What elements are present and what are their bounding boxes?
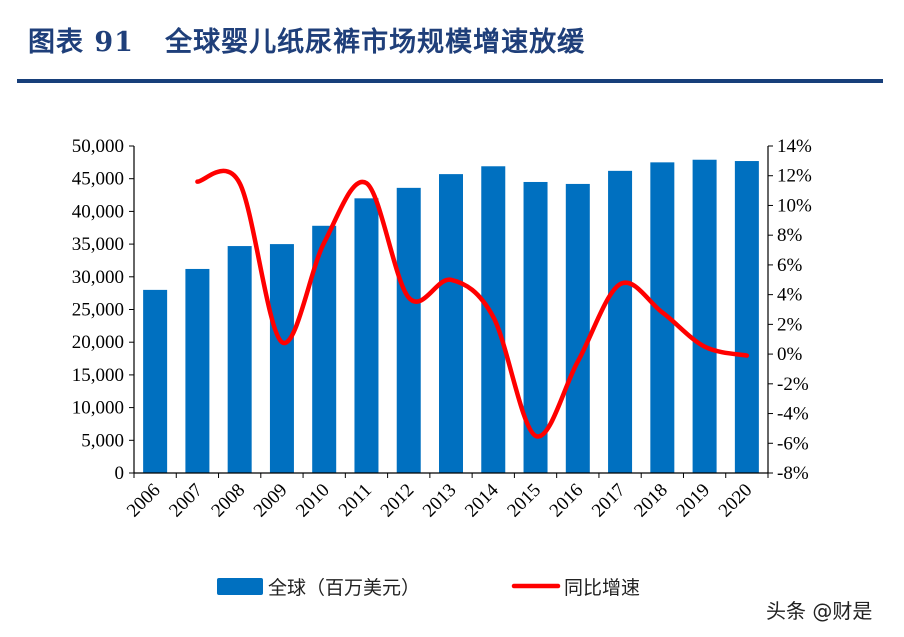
x-tick-label: 2008 — [207, 480, 249, 522]
left-tick-label: 45,000 — [72, 169, 124, 190]
bar-2011 — [354, 198, 379, 473]
x-tick-label: 2011 — [335, 480, 376, 521]
bar-2009 — [269, 244, 294, 473]
right-tick-label: 12% — [777, 166, 812, 187]
right-tick-label: -4% — [777, 404, 809, 425]
right-tick-label: 2% — [777, 314, 803, 335]
x-tick-label: 2007 — [165, 480, 207, 522]
right-tick-label: -6% — [777, 433, 809, 454]
x-tick-label: 2014 — [461, 479, 503, 521]
x-tick-label: 2017 — [588, 480, 630, 522]
bar-2007 — [185, 268, 210, 473]
x-tick-label: 2013 — [419, 480, 461, 522]
x-tick-label: 2012 — [377, 480, 419, 522]
right-tick-label: 4% — [777, 285, 803, 306]
bar-2013 — [439, 174, 463, 473]
x-tick-label: 2016 — [546, 480, 588, 522]
bar-2008 — [227, 246, 252, 473]
right-tick-label: 14% — [777, 136, 812, 157]
left-tick-label: 40,000 — [72, 201, 124, 222]
legend-bar-swatch — [217, 578, 263, 595]
x-tick-label: 2009 — [250, 480, 292, 522]
left-tick-label: 5,000 — [81, 430, 124, 451]
x-tick-label: 2010 — [292, 480, 334, 522]
left-tick-label: 10,000 — [72, 398, 124, 419]
legend-line-label: 同比增速 — [564, 577, 640, 599]
right-tick-label: -2% — [777, 374, 809, 395]
bar-2006 — [143, 289, 168, 473]
bar-2019 — [692, 159, 717, 473]
watermark: 头条 @财是 — [766, 599, 873, 623]
x-tick-label: 2015 — [503, 480, 545, 522]
left-tick-label: 35,000 — [72, 234, 124, 255]
growth-line — [195, 168, 750, 439]
right-tick-label: 8% — [777, 225, 803, 246]
right-tick-label: 0% — [777, 344, 803, 365]
left-tick-label: 15,000 — [72, 365, 124, 386]
x-tick-label: 2006 — [123, 480, 165, 522]
bar-2016 — [565, 183, 590, 473]
legend-bar-label: 全球（百万美元） — [268, 577, 420, 599]
right-tick-label: 6% — [777, 255, 803, 276]
title-divider — [17, 79, 883, 83]
right-tick-label: -8% — [777, 463, 809, 484]
x-tick-label: 2019 — [672, 480, 714, 522]
x-tick-label: 2018 — [630, 480, 672, 522]
bar-2015 — [523, 181, 548, 473]
left-tick-label: 50,000 — [72, 136, 124, 157]
bar-2020 — [734, 161, 759, 474]
left-tick-label: 20,000 — [72, 332, 124, 353]
right-tick-label: 10% — [777, 195, 812, 216]
x-tick-label: 2020 — [715, 480, 757, 522]
left-tick-label: 30,000 — [72, 267, 124, 288]
left-tick-label: 25,000 — [72, 300, 124, 321]
left-tick-label: 0 — [115, 463, 125, 484]
bar-2017 — [608, 170, 633, 474]
chart-title: 图表 91 全球婴儿纸尿裤市场规模增速放缓 — [28, 27, 586, 58]
bar-2012 — [396, 187, 421, 473]
